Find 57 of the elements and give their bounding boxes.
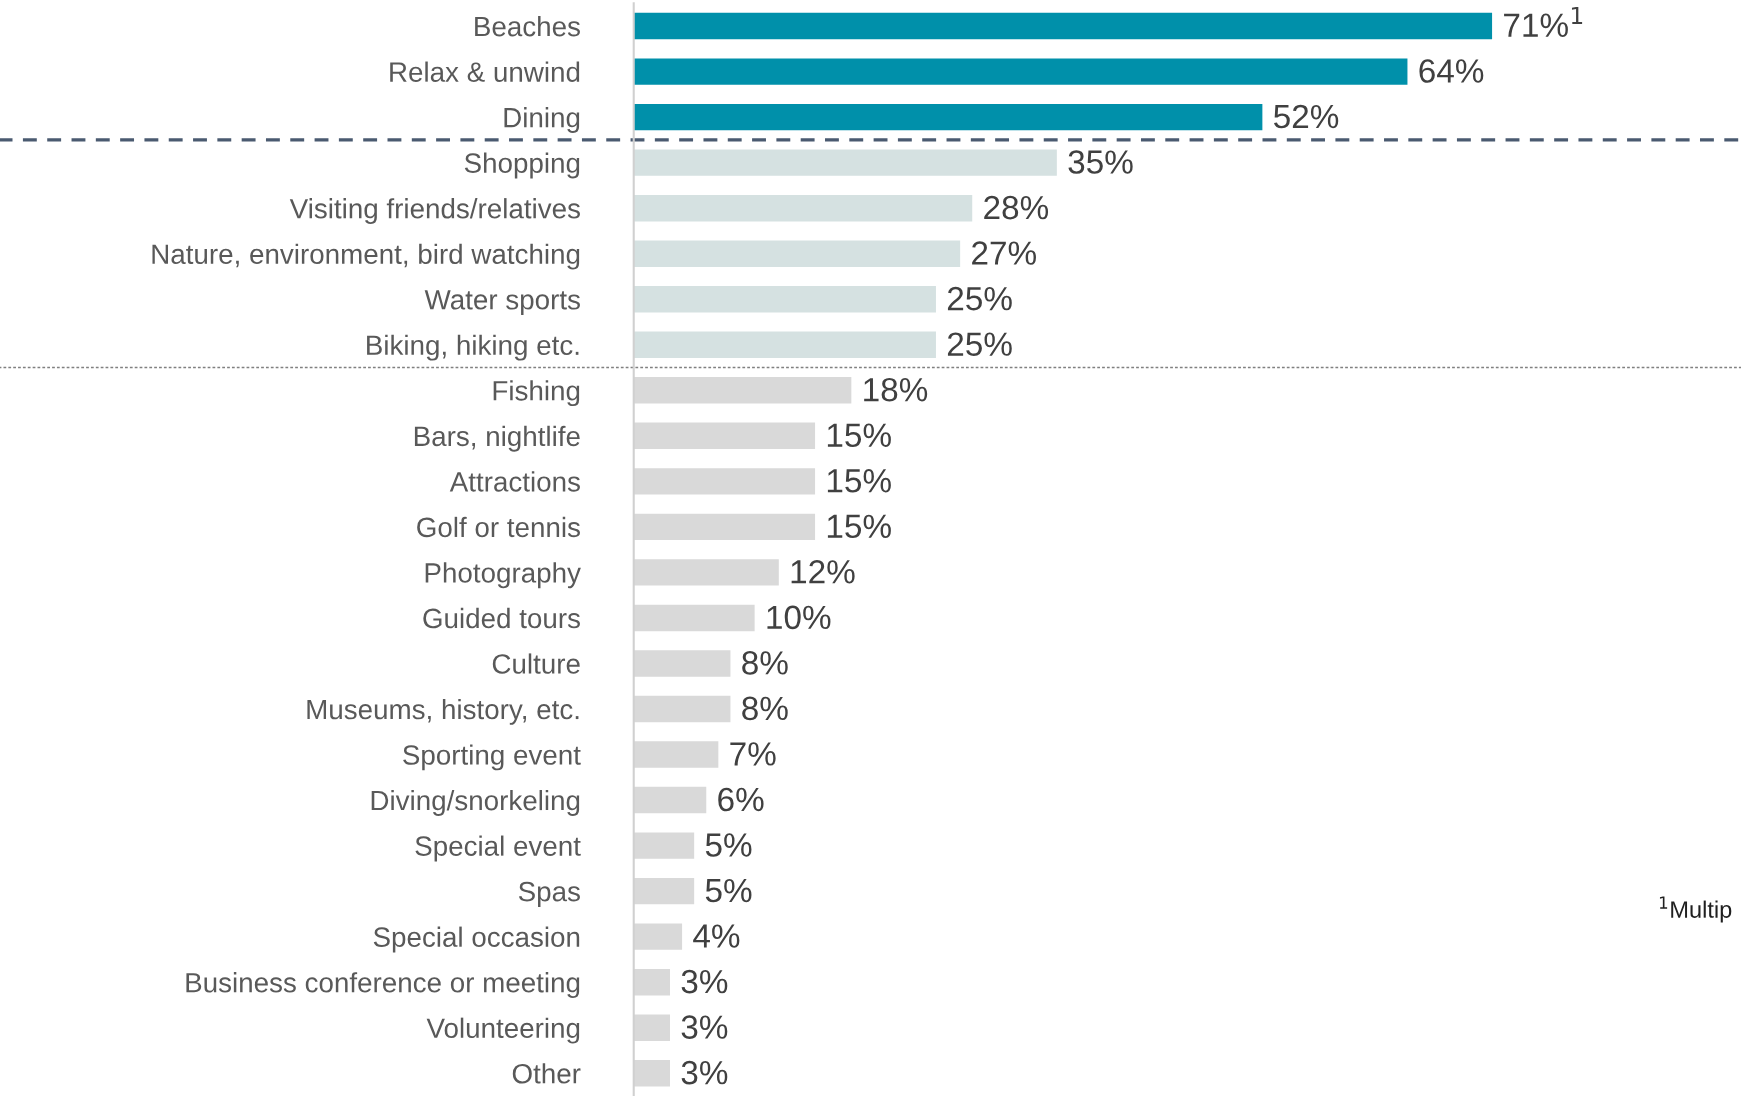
data-label: 3% (681, 1060, 728, 1085)
y-tick-label: Volunteering (426, 1017, 580, 1044)
y-tick-label: Special occasion (373, 926, 580, 953)
data-label: 3% (681, 1015, 728, 1039)
data-label: 10% (767, 605, 831, 630)
data-label: 12% (791, 560, 855, 584)
data-label: 35% (1068, 150, 1133, 174)
data-label: 6% (718, 787, 764, 812)
y-tick-label: Diving/snorkeling (371, 789, 580, 816)
data-label: 5% (705, 833, 752, 857)
y-tick-label: Photography (425, 562, 581, 589)
y-tick-label: Spas (518, 881, 580, 907)
y-tick-label: Beaches (475, 15, 580, 37)
data-label: 7% (730, 742, 776, 766)
data-label: 15% (827, 469, 891, 493)
data-label: 18% (864, 377, 928, 402)
y-tick-label: Special event (415, 835, 581, 862)
data-label: 25% (947, 332, 1012, 356)
data-label: 3% (681, 969, 728, 994)
y-tick-label: Nature, environment, bird watching (152, 243, 580, 270)
bar (633, 240, 961, 267)
y-tick-label: Attractions (449, 471, 580, 492)
y-tick-label: Other (512, 1063, 581, 1084)
data-label: 8% (742, 696, 788, 721)
text: $^{1}$Multip (1659, 896, 1732, 923)
data-label: 4% (693, 924, 740, 948)
y-tick-label: Relax & unwind (390, 61, 580, 82)
y-tick-label: Sporting event (403, 744, 581, 771)
y-tick-label: Water sports (424, 290, 580, 316)
data-label: 8% (742, 651, 788, 675)
bar (633, 331, 936, 358)
data-label: 25% (947, 286, 1012, 311)
y-tick-label: Culture (492, 653, 580, 674)
y-tick-label: Fishing (493, 380, 580, 407)
y-tick-label: Shopping (464, 152, 580, 179)
data-label: 15% (827, 514, 891, 539)
bar (633, 103, 1263, 131)
y-tick-label: Bars, nightlife (414, 425, 580, 452)
bar (633, 286, 936, 313)
data-label: 15% (827, 423, 891, 448)
data-label: 5% (705, 878, 752, 903)
y-tick-label: Biking, hiking etc. (367, 334, 579, 361)
y-tick-label: Visiting friends/relatives (289, 198, 580, 224)
data-label: 28% (984, 195, 1049, 220)
y-tick-label: Guided tours (423, 607, 580, 629)
bar (633, 194, 973, 222)
data-label: 52% (1274, 104, 1339, 129)
y-tick-label: Museums, history, etc. (307, 698, 579, 725)
y-tick-label: Business conference or meeting (186, 972, 580, 998)
bar (633, 12, 1493, 40)
data-label: 27% (972, 241, 1036, 265)
data-label: 71%$^{1}$ (1504, 6, 1583, 37)
bar (633, 58, 1408, 85)
bar (633, 149, 1057, 176)
y-tick-label: Dining (504, 107, 580, 133)
y-tick-label: Golf or tennis (417, 516, 580, 538)
data-label: 64% (1419, 59, 1484, 83)
